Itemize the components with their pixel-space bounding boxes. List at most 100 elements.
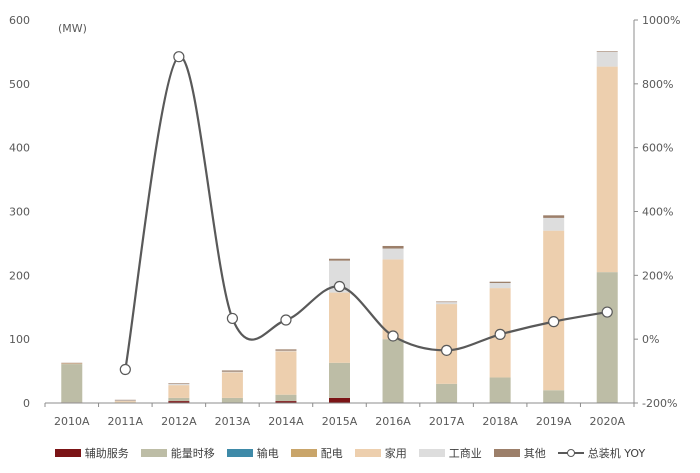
legend-item: 总装机 YOY [557, 445, 646, 461]
bar-segment [168, 397, 190, 402]
x-tick-label: 2012A [161, 415, 197, 428]
bar-segment [489, 281, 511, 283]
bar-segment [436, 302, 458, 305]
legend-swatch [140, 449, 167, 457]
legend-label: 输电 [256, 447, 279, 460]
y-tick-label: 400 [9, 142, 30, 155]
bar-segment [168, 385, 190, 398]
x-tick-label: 2019A [536, 415, 572, 428]
yoy-point [119, 363, 131, 376]
right-axis-ticks: -200% 0% 200% 400% 600% 800% 1000% [634, 14, 680, 410]
y-tick-label: 300 [9, 206, 30, 219]
bar-segment [61, 363, 83, 365]
axes [44, 20, 635, 407]
y-tick-label: 200 [9, 269, 30, 282]
legend-swatch [418, 449, 445, 457]
yoy-point [280, 314, 292, 326]
legend-item: 辅助服务 [54, 445, 129, 461]
bar-segment [329, 397, 350, 403]
bar-segment [596, 51, 618, 52]
bar-segment [543, 215, 565, 218]
x-tick-label: 2017A [429, 415, 465, 428]
y-axis-unit-label: (MW) [58, 22, 87, 35]
bar-segment [596, 51, 618, 67]
bar-segment [382, 339, 404, 403]
bar-segment [436, 301, 458, 303]
legend-swatch [226, 449, 253, 457]
bar-segment [543, 217, 565, 231]
legend-item: 工商业 [418, 445, 482, 461]
bar-segment [221, 370, 243, 372]
yoy-point [601, 306, 613, 318]
legend-label: 辅助服务 [84, 447, 129, 460]
legend-swatch [493, 449, 520, 457]
y2-tick-label: 600% [642, 142, 673, 155]
bar-segment [275, 401, 297, 403]
bar-segment [596, 66, 618, 273]
x-tick-label: 2013A [215, 415, 251, 428]
x-tick-label: 2016A [375, 415, 411, 428]
legend-swatch [54, 449, 81, 457]
yoy-point [387, 330, 399, 342]
legend-item: 配电 [290, 445, 343, 461]
x-tick-label: 2020A [589, 415, 625, 428]
left-axis-ticks: 0 100 200 300 400 500 600 [9, 14, 30, 410]
x-tick-label: 2010A [54, 415, 90, 428]
yoy-point [548, 316, 560, 328]
y2-tick-label: 0% [642, 333, 659, 346]
bar-segment [114, 400, 136, 402]
bar-segment [543, 390, 565, 403]
yoy-point [333, 280, 346, 293]
bar-segment [436, 383, 458, 403]
legend-label: 工商业 [448, 447, 482, 460]
x-tick-label: 2014A [268, 415, 304, 428]
bar-segment [275, 394, 297, 402]
x-tick-label: 2011A [108, 415, 144, 428]
chart-canvas: (MW) 0 100 200 300 400 500 600 -200% 0% 200% 400%… [9, 14, 680, 428]
bar-segment [114, 401, 136, 403]
bar-segment [221, 397, 243, 403]
legend-line-marker [557, 448, 584, 458]
legend-label: 家用 [384, 447, 407, 460]
bar-segment [61, 362, 83, 364]
bar-segment [275, 349, 297, 351]
bar-segment [61, 364, 83, 403]
bar-segment [543, 230, 565, 391]
bar-segment [221, 372, 243, 398]
bar-segment [382, 248, 404, 260]
bar-segment [596, 272, 618, 403]
bar-segment [329, 362, 350, 398]
y-tick-label: 500 [9, 78, 30, 91]
legend-label: 其他 [523, 447, 546, 460]
yoy-point [226, 312, 239, 325]
legend-item: 输电 [226, 445, 279, 461]
bar-segment [114, 399, 136, 401]
x-tick-label: 2015A [322, 415, 358, 428]
legend: 辅助服务 能量时移 输电 配电 家用 工商业 其他 总装机 YOY [0, 442, 700, 464]
bar-segment [382, 259, 404, 340]
bar-segment [329, 292, 350, 363]
y-tick-label: 600 [9, 14, 30, 27]
yoy-point [494, 328, 506, 340]
y2-tick-label: 800% [642, 78, 673, 91]
bar-segment [168, 401, 190, 403]
yoy-line [124, 55, 608, 370]
legend-item: 家用 [354, 445, 407, 461]
legend-swatch [290, 449, 317, 457]
x-axis-ticks: 2010A 2011A 2012A 2013A 2014A 2015A 2016A 2017A… [54, 415, 625, 428]
bar-segment [275, 350, 297, 352]
y2-tick-label: 400% [642, 206, 673, 219]
legend-label: 配电 [320, 447, 343, 460]
legend-label: 能量时移 [170, 447, 215, 460]
bar-segment [436, 304, 458, 384]
bar-segment [329, 258, 350, 261]
y-tick-label: 100 [9, 333, 30, 346]
bar-segment [489, 282, 511, 289]
y2-tick-label: 1000% [642, 14, 680, 27]
x-tick-label: 2018A [482, 415, 518, 428]
legend-label: 总装机 YOY [587, 447, 646, 460]
bar-segment [382, 245, 404, 249]
bar-segment [168, 383, 190, 386]
bar-segment [489, 377, 511, 403]
